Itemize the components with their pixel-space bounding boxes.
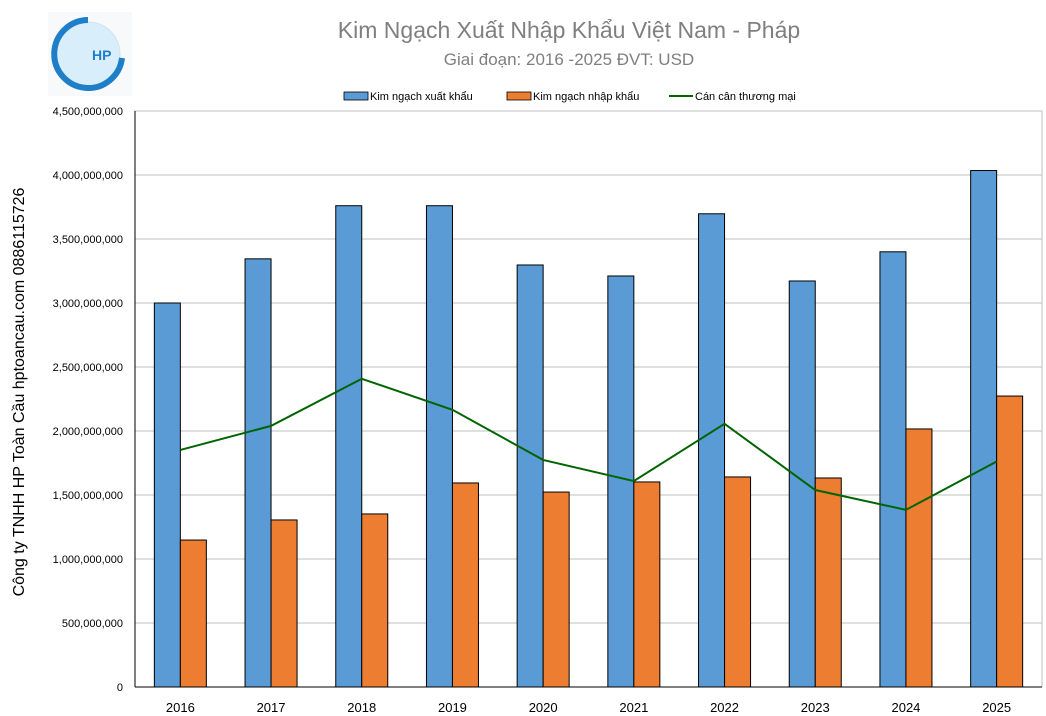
import-bar: [633, 481, 661, 688]
x-tick-label: 2016: [166, 700, 195, 715]
legend: Kim ngạch xuất khẩu Kim ngạch nhập khẩu Cá…: [343, 91, 796, 103]
side-label: Công ty TNHH HP Toàn Cầu hptoancau.com 0…: [11, 187, 28, 596]
import-bar: [724, 476, 752, 688]
x-tick-label: 2022: [710, 700, 739, 715]
export-bar: [879, 251, 907, 688]
y-tick-label: 3,500,000,000: [53, 234, 123, 246]
balance-line-path: [180, 377, 998, 511]
export-bar: [335, 205, 363, 688]
legend-label: Kim ngạch nhập khẩu: [533, 91, 639, 103]
import-bar: [905, 428, 933, 688]
x-axis: 2016 2017 2018 2019 2020 2021 2022 2023 2024 2025: [166, 700, 1011, 715]
export-bar: [607, 275, 635, 688]
import-bar: [270, 519, 298, 688]
chart-subtitle: Giai đoạn: 2016 -2025 ĐVT: USD: [444, 50, 694, 69]
y-tick-label: 2,500,000,000: [53, 362, 123, 374]
logo: HP: [48, 12, 132, 96]
export-bar: [244, 258, 272, 688]
export-bar: [698, 213, 726, 688]
x-tick-label: 2023: [801, 700, 830, 715]
y-tick-label: 1,500,000,000: [53, 490, 123, 502]
y-tick-label: 0: [117, 682, 123, 694]
bars: [153, 170, 1024, 688]
legend-swatch: [506, 91, 532, 101]
export-bar: [425, 205, 453, 688]
y-tick-label: 2,000,000,000: [53, 426, 123, 438]
y-tick-label: 1,000,000,000: [53, 554, 123, 566]
export-bar: [153, 302, 181, 688]
x-tick-label: 2021: [619, 700, 648, 715]
y-tick-label: 500,000,000: [62, 618, 123, 630]
x-tick-label: 2025: [982, 700, 1011, 715]
chart-title: Kim Ngạch Xuất Nhập Khẩu Việt Nam - Pháp: [338, 17, 800, 43]
import-bar: [996, 395, 1024, 688]
x-tick-label: 2018: [347, 700, 376, 715]
import-bar: [542, 491, 570, 688]
legend-label: Cán cân thương mại: [695, 91, 796, 103]
legend-swatch: [343, 91, 369, 101]
export-bar: [970, 170, 998, 688]
import-bar: [361, 513, 389, 688]
x-tick-label: 2024: [891, 700, 920, 715]
logo-text: HP: [92, 47, 111, 63]
legend-label: Kim ngạch xuất khẩu: [370, 91, 473, 103]
import-bar: [814, 477, 842, 688]
y-tick-label: 3,000,000,000: [53, 298, 123, 310]
export-bar: [788, 280, 816, 688]
y-tick-label: 4,000,000,000: [53, 170, 123, 182]
balance-line: [180, 377, 998, 511]
y-axis: 0 500,000,000 1,000,000,000 1,500,000,000 2,…: [53, 106, 136, 694]
import-bar: [179, 539, 207, 688]
export-bar: [516, 264, 544, 688]
x-tick-label: 2019: [438, 700, 467, 715]
x-tick-label: 2020: [529, 700, 558, 715]
y-tick-label: 4,500,000,000: [53, 106, 123, 118]
x-tick-label: 2017: [257, 700, 286, 715]
import-bar: [451, 482, 479, 688]
